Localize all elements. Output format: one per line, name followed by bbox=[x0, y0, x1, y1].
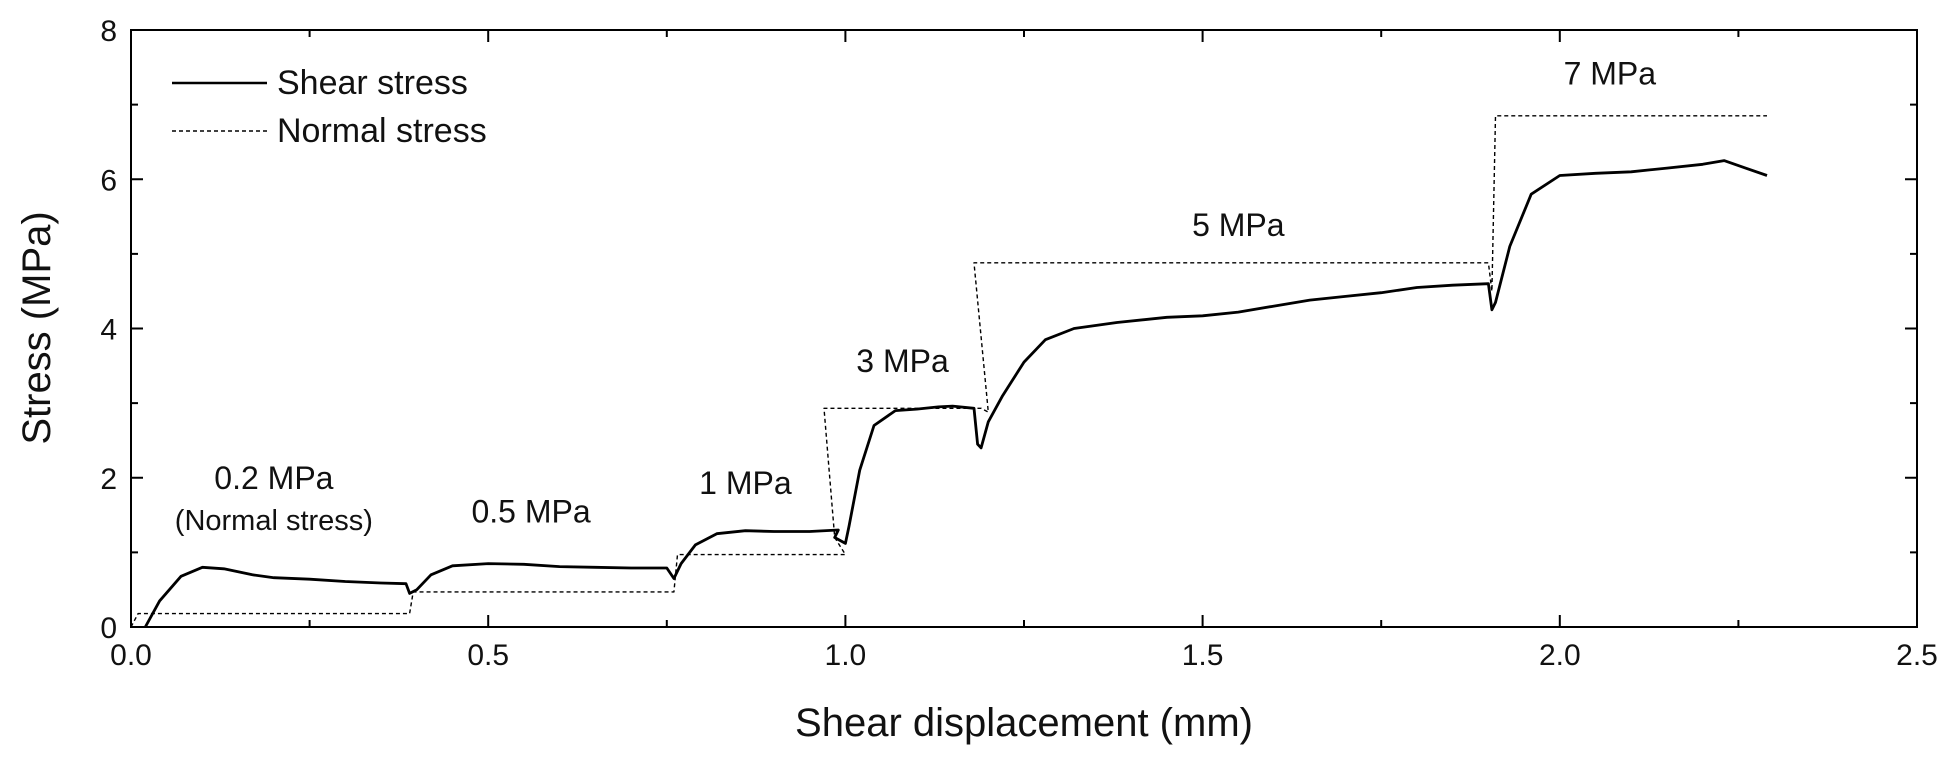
annotation-label: 1 MPa bbox=[699, 465, 792, 501]
x-tick-label: 0.5 bbox=[467, 639, 509, 672]
series-line-shear-stress bbox=[144, 159, 1768, 628]
x-tick-label: 2.0 bbox=[1539, 639, 1581, 672]
y-tick-labels: 0 2 4 6 8 bbox=[100, 15, 117, 645]
legend-label-shear-stress: Shear stress bbox=[277, 64, 468, 102]
series-layer bbox=[130, 115, 1768, 628]
y-tick-label: 0 bbox=[100, 612, 117, 645]
annotation-label: (Normal stress) bbox=[175, 505, 373, 537]
y-tick-label: 8 bbox=[100, 15, 117, 48]
annotation-layer: 0.2 MPa (Normal stress) 0.5 MPa 1 MPa 3 MPa 5… bbox=[175, 55, 1656, 537]
x-tick-label: 1.5 bbox=[1182, 639, 1224, 672]
y-tick-label: 4 bbox=[100, 314, 117, 347]
series-line-normal-stress bbox=[130, 115, 1767, 628]
x-tick-label: 0.0 bbox=[110, 639, 152, 672]
axis-ticks bbox=[130, 29, 1918, 628]
annotation-label: 5 MPa bbox=[1192, 207, 1285, 243]
annotation-label: 0.2 MPa bbox=[214, 460, 333, 496]
annotation-label: 7 MPa bbox=[1564, 55, 1657, 91]
annotation-label: 3 MPa bbox=[856, 343, 949, 379]
annotation-label: 0.5 MPa bbox=[471, 494, 590, 530]
legend-label-normal-stress: Normal stress bbox=[277, 112, 487, 150]
legend: Shear stress Normal stress bbox=[172, 64, 487, 150]
x-tick-label: 1.0 bbox=[825, 639, 867, 672]
x-tick-labels: 0.0 0.5 1.0 1.5 2.0 2.5 bbox=[110, 639, 1938, 672]
y-tick-label: 2 bbox=[100, 463, 117, 496]
x-tick-label: 2.5 bbox=[1896, 639, 1938, 672]
y-axis-title: Stress (MPa) bbox=[15, 211, 59, 444]
x-axis-title: Shear displacement (mm) bbox=[795, 701, 1253, 745]
y-tick-label: 6 bbox=[100, 164, 117, 197]
